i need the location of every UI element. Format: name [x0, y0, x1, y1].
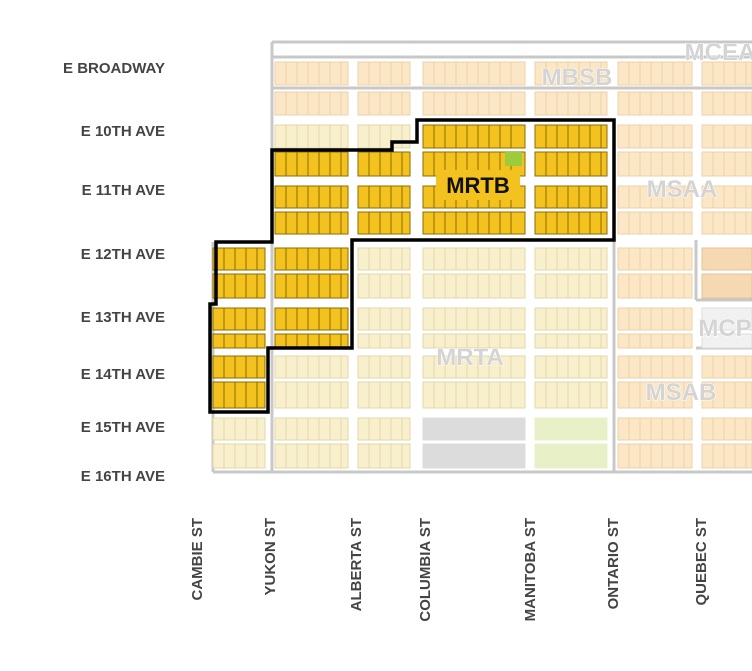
parcel-block: [534, 91, 608, 116]
parcel-block: [212, 333, 266, 349]
parcel-block: [617, 443, 693, 469]
parcel-block: [212, 355, 266, 379]
parcel-block: [357, 355, 411, 379]
parcel-block: [534, 417, 608, 441]
parcel-block: [534, 273, 608, 299]
parcel-block: [422, 381, 526, 409]
labels: E BROADWAY E 10TH AVE E 11TH AVE E 12TH AVE…: [63, 39, 752, 622]
parcel-block: [701, 273, 752, 299]
zone-label: MBSB: [542, 64, 613, 91]
parcel-block: [534, 307, 608, 331]
parcel-block: [357, 443, 411, 469]
parcel-block: [534, 185, 608, 209]
blocks: [211, 40, 752, 474]
parcel-block: [534, 211, 608, 235]
parcel-block: [701, 247, 752, 271]
parcel-block: [701, 91, 752, 116]
parcel-block: [534, 61, 608, 86]
parcel-block: [701, 211, 752, 235]
parcel-block: [357, 381, 411, 409]
parcel-block: [701, 333, 752, 349]
parcel-block: [357, 91, 411, 116]
parcel-block: [617, 381, 693, 409]
zone-label-bg: [436, 170, 520, 200]
street-label: QUEBEC ST: [693, 518, 710, 606]
parcel-block: [422, 417, 526, 441]
parcel-block: [212, 443, 266, 469]
parcel-block: [357, 61, 411, 86]
street-label: E 11TH AVE: [82, 182, 165, 199]
parcel-block: [357, 333, 411, 349]
parcel-block: [701, 307, 752, 331]
parcel-block: [534, 443, 608, 469]
parcel-block: [274, 273, 349, 299]
parcel-block: [422, 61, 526, 86]
parcel-block: [617, 273, 693, 299]
parcel-block: [701, 61, 752, 86]
parcel-block: [357, 185, 411, 209]
parcel-block: [701, 185, 752, 209]
zone-label: MSAA: [647, 176, 718, 203]
parcel-block: [701, 381, 752, 409]
parcel-block: [357, 273, 411, 299]
parcel-block: [274, 381, 349, 409]
parcel-block: [212, 381, 266, 409]
parcel-block: [212, 273, 266, 299]
mrtb-boundary: [208, 118, 616, 414]
parcel-block: [701, 417, 752, 441]
zone-label: MRTB: [446, 173, 510, 198]
street-label: CAMBIE ST: [189, 518, 206, 601]
parcel-block: [701, 355, 752, 379]
parcel-block: [274, 151, 349, 177]
street-label: E 14TH AVE: [81, 366, 165, 383]
street-label: E 10TH AVE: [81, 123, 165, 140]
street-label: YUKON ST: [262, 518, 279, 596]
street-label: E 15TH AVE: [81, 419, 165, 436]
parcel-block: [617, 151, 693, 177]
zone-label: MRTA: [436, 344, 504, 371]
parcel-block: [422, 124, 526, 149]
parcel-block: [357, 247, 411, 271]
parcel-block: [534, 151, 608, 177]
parcel-block: [422, 91, 526, 116]
parcel-block: [534, 333, 608, 349]
parcel-block: [701, 443, 752, 469]
parcel-block: [422, 307, 526, 331]
street-label: E 13TH AVE: [81, 309, 165, 326]
zone-label: MCEA: [685, 39, 752, 66]
parcel-block: [357, 307, 411, 331]
parcel-block: [274, 443, 349, 469]
street-label: ONTARIO ST: [605, 518, 622, 609]
parcel-block: [422, 273, 526, 299]
green-spot: [505, 152, 522, 166]
parcel-block: [701, 124, 752, 149]
parcel-block: [422, 247, 526, 271]
parcel-block: [422, 211, 526, 235]
parcel-block: [212, 307, 266, 331]
street-label: MANITOBA ST: [522, 518, 539, 621]
street-label: E 16TH AVE: [81, 468, 165, 485]
street-label: ALBERTA ST: [348, 518, 365, 611]
street-label: E 12TH AVE: [81, 246, 165, 263]
parcel-block: [357, 151, 411, 177]
parcel-block: [212, 417, 266, 441]
parcel-block: [357, 211, 411, 235]
parcel-block: [534, 381, 608, 409]
parcel-block: [534, 355, 608, 379]
parcel-block: [212, 247, 266, 271]
zone-label: MSAB: [646, 379, 717, 406]
zone-label: MCP: [698, 315, 751, 342]
parcel-block: [357, 417, 411, 441]
parcel-block: [701, 151, 752, 177]
parcel-block: [534, 247, 608, 271]
parcel-block: [422, 443, 526, 469]
street-label: E BROADWAY: [63, 60, 165, 77]
parcel-block: [534, 124, 608, 149]
street-label: COLUMBIA ST: [417, 518, 434, 622]
